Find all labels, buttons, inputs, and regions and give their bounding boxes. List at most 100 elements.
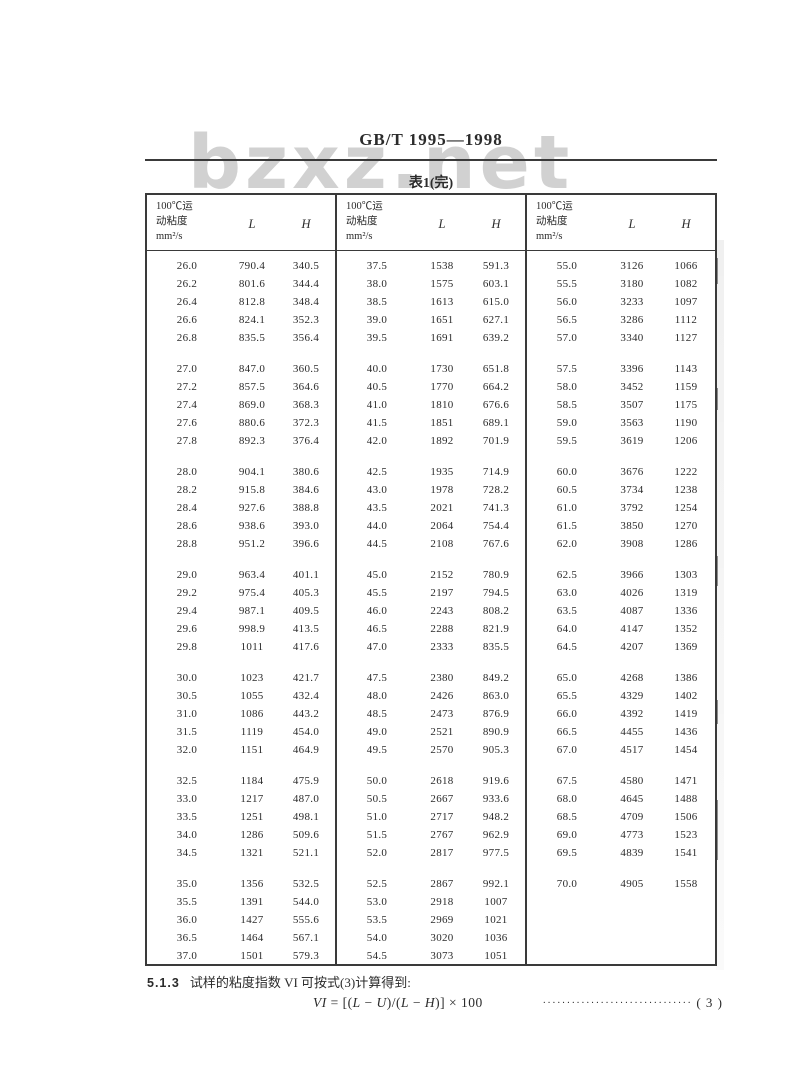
l-value-cell: 1851	[430, 417, 454, 429]
viscosity-cell: 26.0	[176, 260, 198, 272]
table-row: 47.5 2380 849.2	[337, 669, 525, 687]
viscosity-cell: 56.5	[556, 314, 578, 326]
column-group-body: 37.5 1538 591.3 38.0 1575 603.1 38.5 1613 615.0 3…	[337, 251, 525, 964]
viscosity-cell: 50.5	[366, 793, 388, 805]
l-value-cell: 3233	[620, 296, 644, 308]
column-group-body: 55.0 3126 1066 55.5 3180 1082 56.0 3233 1097 56.5…	[527, 251, 715, 964]
viscosity-cell: 32.5	[176, 775, 198, 787]
standard-number: GB/T 1995—1998	[359, 130, 503, 149]
h-value-cell: 1386	[674, 672, 698, 684]
table-row: 65.5 4329 1402	[527, 687, 715, 705]
h-column-header: H	[491, 217, 501, 231]
h-value-cell: 364.6	[292, 381, 320, 393]
table-row: 38.0 1575 603.1	[337, 275, 525, 293]
h-value-cell: 863.0	[482, 690, 510, 702]
viscosity-cell: 68.5	[556, 811, 578, 823]
row-block: 26.0 790.4 340.5 26.2 801.6 344.4 26.4 812.8 348…	[147, 257, 335, 347]
table-row: 31.5 1119 454.0	[147, 723, 335, 741]
l-value-cell: 4329	[620, 690, 644, 702]
table-row: 55.5 3180 1082	[527, 275, 715, 293]
row-block: 45.0 2152 780.9 45.5 2197 794.5 46.0 2243 808.2 4…	[337, 566, 525, 656]
l-value-cell: 2426	[430, 690, 454, 702]
h-value-cell: 808.2	[482, 605, 510, 617]
l-value-cell: 975.4	[238, 587, 266, 599]
table-row: 45.5 2197 794.5	[337, 584, 525, 602]
l-value-cell: 3396	[620, 363, 644, 375]
l-value-cell: 3619	[620, 435, 644, 447]
l-value-cell: 2667	[430, 793, 454, 805]
h-value-cell: 454.0	[292, 726, 320, 738]
table-row: 63.5 4087 1336	[527, 602, 715, 620]
viscosity-cell: 55.0	[556, 260, 578, 272]
viscosity-cell: 28.0	[176, 466, 198, 478]
viscosity-cell: 69.5	[556, 847, 578, 859]
scan-artifact	[716, 700, 718, 724]
l-value-cell: 880.6	[238, 417, 266, 429]
h-value-cell: 767.6	[482, 538, 510, 550]
h-value-cell: 821.9	[482, 623, 510, 635]
l-value-cell: 812.8	[238, 296, 266, 308]
viscosity-cell: 52.0	[366, 847, 388, 859]
l-value-cell: 4839	[620, 847, 644, 859]
viscosity-cell: 41.5	[366, 417, 388, 429]
table-row: 33.0 1217 487.0	[147, 790, 335, 808]
h-value-cell: 933.6	[482, 793, 510, 805]
h-value-cell: 340.5	[292, 260, 320, 272]
viscosity-header: 100℃运 动粘度 mm²/s	[147, 199, 227, 250]
table-row: 36.5 1464 567.1	[147, 929, 335, 947]
viscosity-cell: 41.0	[366, 399, 388, 411]
viscosity-cell: 42.0	[366, 435, 388, 447]
viscosity-cell: 34.5	[176, 847, 198, 859]
table-row: 69.5 4839 1541	[527, 844, 715, 862]
scan-artifact	[715, 258, 718, 284]
table-row: 44.0 2064 754.4	[337, 517, 525, 535]
viscosity-cell: 35.5	[176, 896, 198, 908]
h-value-cell: 1419	[674, 708, 698, 720]
h-value-cell: 1159	[674, 381, 698, 393]
l-value-cell: 1286	[240, 829, 264, 841]
l-value-cell: 1575	[430, 278, 454, 290]
viscosity-cell: 68.0	[556, 793, 578, 805]
h-value-cell: 368.3	[292, 399, 320, 411]
table-row: 61.0 3792 1254	[527, 499, 715, 517]
l-value-cell: 963.4	[238, 569, 266, 581]
table-row: 51.0 2717 948.2	[337, 808, 525, 826]
row-block: 40.0 1730 651.8 40.5 1770 664.2 41.0 1810 676.6 4…	[337, 360, 525, 450]
viscosity-cell: 43.0	[366, 484, 388, 496]
viscosity-cell: 47.5	[366, 672, 388, 684]
table-row: 56.0 3233 1097	[527, 293, 715, 311]
table-row: 29.2 975.4 405.3	[147, 584, 335, 602]
h-value-cell: 603.1	[482, 278, 510, 290]
h-value-cell: 1402	[674, 690, 698, 702]
table-row: 26.8 835.5 356.4	[147, 329, 335, 347]
table-row: 45.0 2152 780.9	[337, 566, 525, 584]
l-value-cell: 1464	[240, 932, 264, 944]
l-value-cell: 2197	[430, 587, 454, 599]
table-row: 28.0 904.1 380.6	[147, 463, 335, 481]
table-row: 28.2 915.8 384.6	[147, 481, 335, 499]
h-value-cell: 413.5	[292, 623, 320, 635]
h-value-cell: 1051	[484, 950, 508, 962]
table-row: 57.0 3340 1127	[527, 329, 715, 347]
l-value-cell: 4905	[620, 878, 644, 890]
h-value-cell: 992.1	[482, 878, 510, 890]
table-row: 36.0 1427 555.6	[147, 911, 335, 929]
l-value-cell: 2521	[430, 726, 454, 738]
viscosity-cell: 64.0	[556, 623, 578, 635]
h-value-cell: 405.3	[292, 587, 320, 599]
table-row: 39.0 1651 627.1	[337, 311, 525, 329]
l-value-cell: 4580	[620, 775, 644, 787]
row-block: 55.0 3126 1066 55.5 3180 1082 56.0 3233 1097 56.5…	[527, 257, 715, 347]
h-value-cell: 401.1	[292, 569, 320, 581]
viscosity-cell: 49.5	[366, 744, 388, 756]
viscosity-cell: 31.5	[176, 726, 198, 738]
table-row: 40.5 1770 664.2	[337, 378, 525, 396]
table-row: 37.5 1538 591.3	[337, 257, 525, 275]
formula-line: VI = [(L − U)/(L − H)] × 100 ···········…	[145, 995, 723, 1011]
h-value-cell: 417.6	[292, 641, 320, 653]
h-value-cell: 714.9	[482, 466, 510, 478]
l-value-cell: 1935	[430, 466, 454, 478]
h-value-cell: 1436	[674, 726, 698, 738]
h-value-cell: 579.3	[292, 950, 320, 962]
l-value-cell: 3792	[620, 502, 644, 514]
